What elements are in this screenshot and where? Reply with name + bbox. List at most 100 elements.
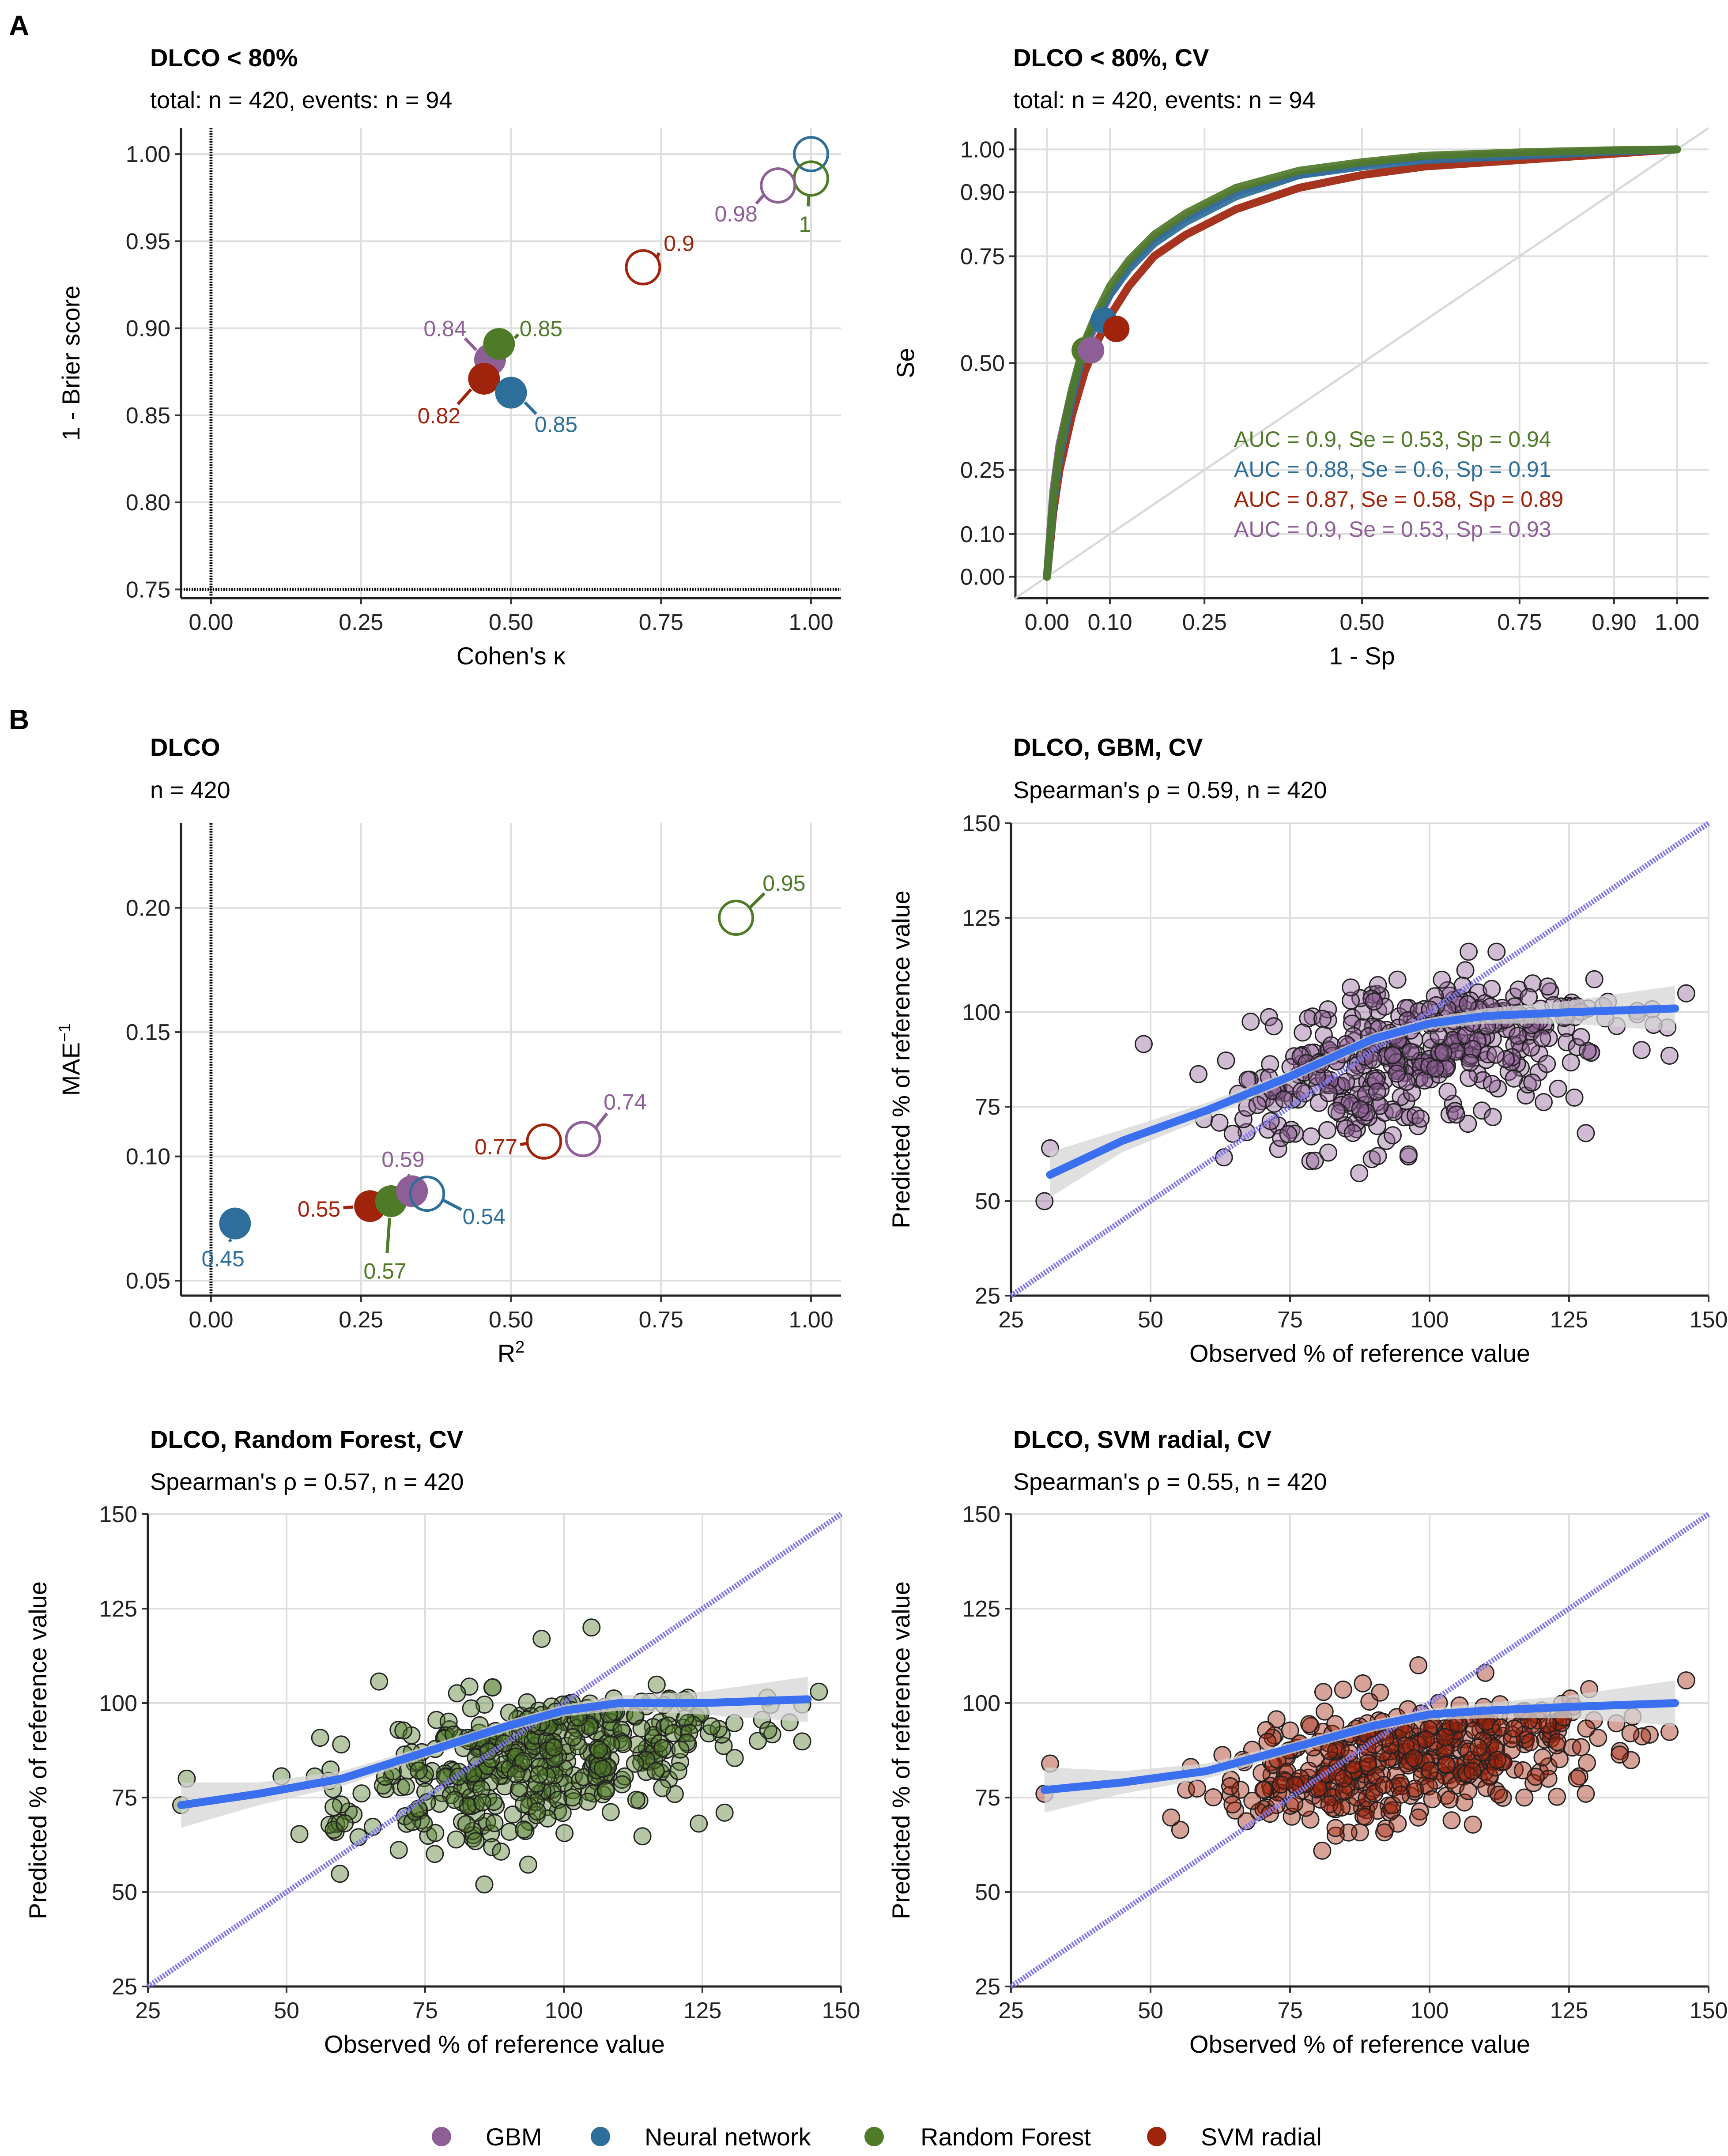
data-point [714, 1737, 733, 1755]
point-label-neural-network: 0.54 [463, 1204, 506, 1229]
x-tick-label: 0.10 [1087, 610, 1132, 635]
data-point [1334, 1681, 1352, 1699]
data-point [483, 1838, 502, 1856]
legend-swatch-random-forest [864, 2127, 884, 2146]
point-svm-radial-train [526, 1123, 562, 1160]
chart-b2-gbm: DLCO, GBM, CV Spearman's ρ = 0.59, n = 4… [887, 733, 1728, 1367]
x-tick-label: 125 [1550, 1307, 1588, 1333]
y-tick-label: 75 [975, 1785, 1000, 1811]
data-point [1568, 1769, 1586, 1788]
data-point [1568, 1038, 1586, 1056]
data-point [1541, 982, 1559, 1001]
data-point [492, 1842, 510, 1861]
data-point [1443, 1031, 1462, 1049]
data-point [1388, 970, 1407, 989]
data-point [1415, 1071, 1434, 1090]
x-tick-label: 50 [1138, 1998, 1163, 2024]
data-point [653, 1779, 672, 1797]
data-point [1460, 942, 1478, 961]
chart-b3-subtitle: Spearman's ρ = 0.57, n = 420 [150, 1469, 464, 1495]
data-point [532, 1630, 551, 1648]
data-point [1490, 1785, 1508, 1804]
label-segment [385, 1217, 391, 1254]
data-point [1611, 1745, 1629, 1764]
data-point [582, 1618, 601, 1637]
x-tick-label: 150 [1690, 1998, 1728, 2024]
data-point [1342, 978, 1360, 997]
data-point [1572, 1738, 1590, 1756]
data-point [530, 1765, 548, 1784]
x-tick-label: 75 [412, 1998, 438, 2024]
x-tick-label: 50 [274, 1998, 299, 2024]
data-point [1442, 1811, 1461, 1830]
data-point [515, 1820, 533, 1839]
y-tick-label: 0.75 [960, 244, 1005, 269]
data-point [394, 1721, 413, 1740]
data-point [324, 1821, 343, 1839]
legend: GBM Neural network Random Forest SVM rad… [432, 2123, 1322, 2151]
x-tick-label: 125 [1550, 1998, 1588, 2024]
data-point [462, 1699, 480, 1718]
y-axis-title: 1 - Brier score [57, 286, 85, 441]
data-point [1488, 1751, 1507, 1769]
data-point [1188, 1779, 1206, 1798]
data-point [1237, 1812, 1256, 1831]
legend-swatch-neural-network [591, 2127, 610, 2146]
y-tick-label: 1.00 [126, 142, 170, 167]
data-point [512, 1754, 531, 1773]
data-point [1384, 1046, 1402, 1064]
data-point [1577, 1124, 1595, 1142]
y-tick-label: 150 [962, 811, 1000, 837]
data-point [1269, 1140, 1287, 1158]
data-point [633, 1827, 652, 1846]
data-point [1509, 1026, 1527, 1045]
data-point [1460, 1069, 1478, 1087]
y-tick-label: 25 [975, 1974, 1000, 2000]
data-point [1272, 1775, 1290, 1794]
y-axis-title: MAE−1 [56, 1023, 85, 1096]
data-point [1419, 1720, 1438, 1738]
legend-swatch-svm-radial [1147, 2127, 1166, 2146]
data-point [725, 1749, 744, 1767]
data-point [1437, 1756, 1456, 1774]
data-point [632, 1719, 651, 1738]
data-point [1409, 1656, 1428, 1674]
data-point [1400, 1145, 1418, 1164]
data-point [1260, 1008, 1278, 1026]
chart-a2-title: DLCO < 80%, CV [1013, 44, 1209, 72]
smooth-confidence-band [181, 1677, 808, 1828]
data-point [1577, 1719, 1596, 1738]
data-point [569, 1737, 588, 1756]
data-point [1521, 1733, 1539, 1752]
chart-b3-random-forest: DLCO, Random Forest, CV Spearman's ρ = 0… [24, 1425, 860, 2058]
data-point [464, 1822, 482, 1840]
auc-annotation-random-forest: AUC = 0.9, Se = 0.53, Sp = 0.94 [1234, 427, 1551, 452]
data-point [1356, 1808, 1375, 1826]
data-point [1301, 1810, 1320, 1829]
data-point [669, 1762, 687, 1780]
chart-b4-subtitle: Spearman's ρ = 0.55, n = 420 [1013, 1469, 1327, 1495]
data-point [1368, 1082, 1386, 1101]
data-point [1281, 1721, 1299, 1740]
x-axis-title-sup: 2 [515, 1338, 524, 1357]
point-svm-radial-train [625, 249, 661, 286]
x-tick-label: 0.50 [489, 1307, 533, 1333]
y-tick-label: 0.90 [126, 316, 170, 342]
data-point [601, 1803, 620, 1821]
point-label-svm-radial: 0.55 [298, 1197, 340, 1221]
data-point [1585, 970, 1603, 988]
data-point [1383, 1801, 1401, 1820]
data-point [485, 1814, 504, 1832]
y-tick-label: 125 [99, 1596, 137, 1622]
data-point [1461, 1053, 1479, 1072]
x-tick-label: 0.25 [339, 1307, 383, 1333]
point-label-gbm: 0.98 [714, 201, 757, 226]
data-point [1376, 997, 1394, 1016]
data-point [1189, 1065, 1207, 1083]
data-point [1335, 1783, 1353, 1801]
point-gbm-cv [396, 1175, 428, 1207]
data-point [1343, 1124, 1362, 1142]
x-tick-label: 0.50 [1339, 610, 1384, 635]
data-point [1285, 1794, 1304, 1813]
data-point [500, 1823, 519, 1841]
